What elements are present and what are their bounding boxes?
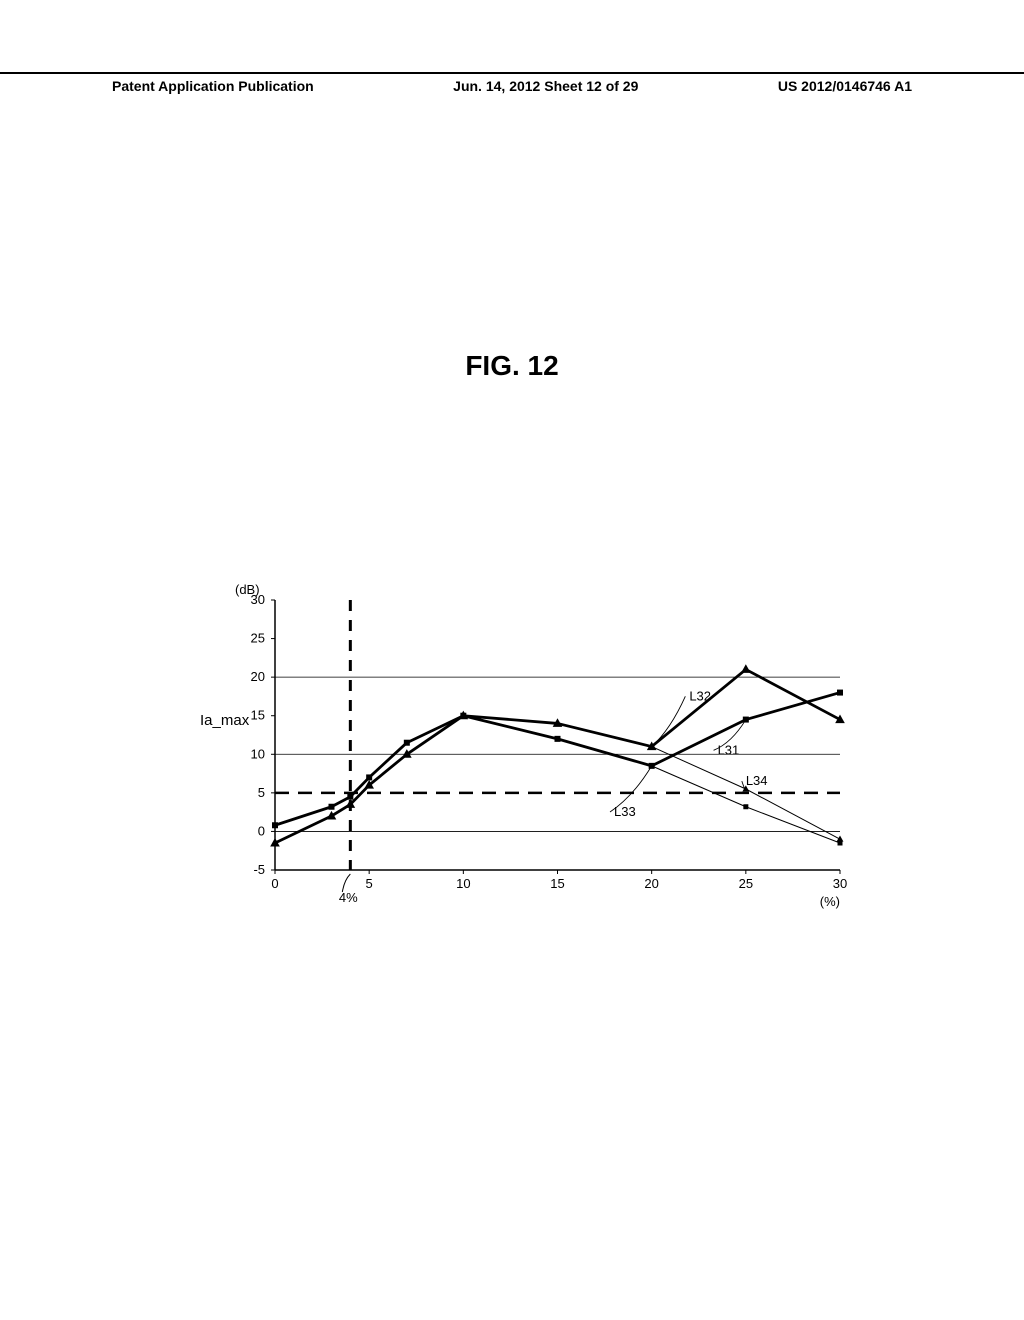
svg-text:4%: 4% (339, 890, 358, 905)
svg-text:30: 30 (833, 876, 847, 891)
svg-text:20: 20 (251, 669, 265, 684)
figure-title: FIG. 12 (0, 350, 1024, 382)
svg-text:25: 25 (739, 876, 753, 891)
svg-text:Ia_max: Ia_max (200, 712, 250, 729)
chart: -5051015202530051015202530(dB)Ia_max(%)4… (200, 570, 840, 930)
svg-text:(%): (%) (820, 894, 840, 909)
svg-text:10: 10 (251, 746, 265, 761)
svg-text:5: 5 (366, 876, 373, 891)
patent-header: Patent Application Publication Jun. 14, … (0, 72, 1024, 94)
svg-text:5: 5 (258, 785, 265, 800)
svg-text:0: 0 (258, 823, 265, 838)
header-right: US 2012/0146746 A1 (778, 78, 912, 94)
header-center: Jun. 14, 2012 Sheet 12 of 29 (453, 78, 638, 94)
svg-text:L34: L34 (746, 773, 768, 788)
svg-text:(dB): (dB) (235, 582, 260, 597)
header-left: Patent Application Publication (112, 78, 314, 94)
svg-text:25: 25 (251, 631, 265, 646)
svg-text:L31: L31 (718, 742, 740, 757)
svg-text:10: 10 (456, 876, 470, 891)
svg-text:L32: L32 (689, 688, 711, 703)
svg-text:20: 20 (644, 876, 658, 891)
svg-text:15: 15 (550, 876, 564, 891)
svg-text:15: 15 (251, 708, 265, 723)
chart-svg: -5051015202530051015202530(dB)Ia_max(%)4… (200, 570, 900, 970)
svg-text:0: 0 (271, 876, 278, 891)
page: Patent Application Publication Jun. 14, … (0, 0, 1024, 1320)
svg-text:-5: -5 (253, 862, 265, 877)
